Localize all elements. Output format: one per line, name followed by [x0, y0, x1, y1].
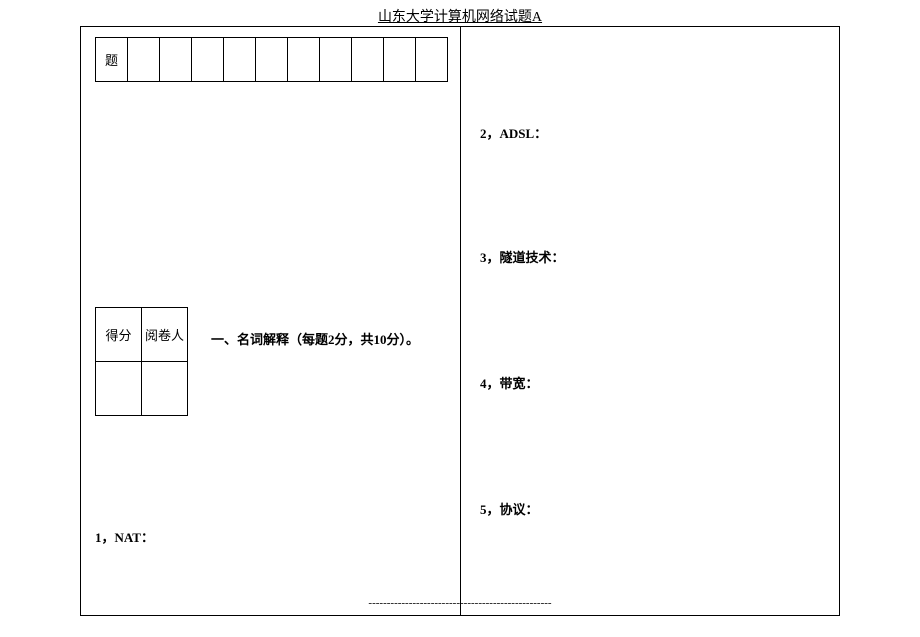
header-cell — [160, 38, 192, 82]
score-cell — [96, 362, 142, 416]
question-3: 3，隧道技术： — [480, 247, 565, 266]
right-column: 2，ADSL： 3，隧道技术： 4，带宽： 5，协议： — [460, 27, 839, 615]
section-1-title: 一、名词解释（每题2分，共10分）。 — [211, 329, 419, 348]
header-cell — [192, 38, 224, 82]
score-row-blank — [96, 362, 188, 416]
header-cell — [384, 38, 416, 82]
score-row-head: 得分 阅卷人 — [96, 308, 188, 362]
header-grid: 题 — [95, 37, 448, 82]
header-cell — [288, 38, 320, 82]
question-4: 4，带宽： — [480, 373, 539, 392]
header-cell — [224, 38, 256, 82]
header-cell — [256, 38, 288, 82]
question-5: 5，协议： — [480, 499, 539, 518]
exam-frame: 题 得分 阅卷人 一、名词解释（每题2分 — [80, 26, 840, 616]
header-row: 题 — [96, 38, 448, 82]
question-2: 2，ADSL： — [480, 123, 547, 142]
grader-label: 阅卷人 — [142, 308, 188, 362]
header-cell — [320, 38, 352, 82]
header-cell — [352, 38, 384, 82]
header-cell — [416, 38, 448, 82]
question-1: 1，NAT： — [95, 527, 154, 546]
score-label: 得分 — [96, 308, 142, 362]
score-grid: 得分 阅卷人 — [95, 307, 188, 416]
footer-dashes: ----------------------------------------… — [81, 597, 839, 609]
grader-cell — [142, 362, 188, 416]
left-column: 题 得分 阅卷人 一、名词解释（每题2分 — [81, 27, 460, 615]
header-cell — [128, 38, 160, 82]
header-cell-label: 题 — [96, 38, 128, 82]
